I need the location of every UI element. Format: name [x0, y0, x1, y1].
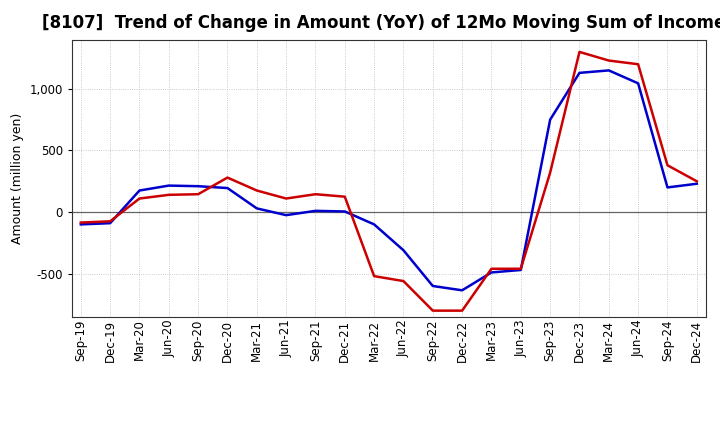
- Net Income: [458, 308, 467, 313]
- Ordinary Income: [458, 288, 467, 293]
- Ordinary Income: [399, 248, 408, 253]
- Ordinary Income: [341, 209, 349, 214]
- Net Income: [546, 170, 554, 175]
- Ordinary Income: [76, 222, 85, 227]
- Net Income: [106, 219, 114, 224]
- Ordinary Income: [106, 220, 114, 226]
- Ordinary Income: [164, 183, 173, 188]
- Ordinary Income: [194, 183, 202, 189]
- Net Income: [399, 279, 408, 284]
- Net Income: [194, 191, 202, 197]
- Net Income: [428, 308, 437, 313]
- Ordinary Income: [634, 81, 642, 86]
- Net Income: [605, 58, 613, 63]
- Net Income: [76, 220, 85, 225]
- Ordinary Income: [282, 213, 290, 218]
- Ordinary Income: [487, 270, 496, 275]
- Net Income: [575, 49, 584, 55]
- Net Income: [164, 192, 173, 198]
- Ordinary Income: [370, 222, 379, 227]
- Net Income: [223, 175, 232, 180]
- Net Income: [634, 62, 642, 67]
- Ordinary Income: [223, 185, 232, 191]
- Ordinary Income: [311, 208, 320, 213]
- Net Income: [341, 194, 349, 199]
- Ordinary Income: [605, 68, 613, 73]
- Net Income: [253, 188, 261, 193]
- Net Income: [516, 266, 525, 271]
- Ordinary Income: [575, 70, 584, 76]
- Net Income: [135, 196, 144, 201]
- Ordinary Income: [693, 181, 701, 187]
- Net Income: [370, 274, 379, 279]
- Title: [8107]  Trend of Change in Amount (YoY) of 12Mo Moving Sum of Incomes: [8107] Trend of Change in Amount (YoY) o…: [42, 15, 720, 33]
- Line: Net Income: Net Income: [81, 52, 697, 311]
- Y-axis label: Amount (million yen): Amount (million yen): [11, 113, 24, 244]
- Ordinary Income: [546, 117, 554, 122]
- Ordinary Income: [253, 206, 261, 211]
- Ordinary Income: [135, 188, 144, 193]
- Ordinary Income: [428, 283, 437, 289]
- Ordinary Income: [516, 268, 525, 273]
- Ordinary Income: [663, 185, 672, 190]
- Net Income: [663, 163, 672, 168]
- Net Income: [311, 191, 320, 197]
- Line: Ordinary Income: Ordinary Income: [81, 70, 697, 290]
- Net Income: [487, 266, 496, 271]
- Net Income: [282, 196, 290, 201]
- Net Income: [693, 179, 701, 184]
